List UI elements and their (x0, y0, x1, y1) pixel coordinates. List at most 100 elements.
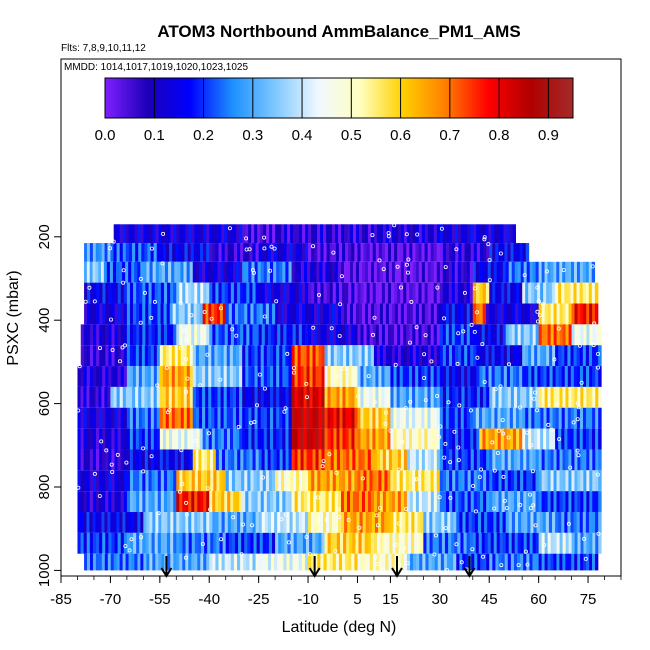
heatmap-cell (347, 512, 351, 533)
heatmap-cell (443, 553, 448, 571)
heatmap-cell (387, 324, 392, 346)
heatmap-cell (179, 282, 183, 304)
heatmap-cell (153, 428, 158, 450)
heatmap-cell (254, 345, 259, 367)
heatmap-cell (102, 449, 106, 471)
heatmap-cell (451, 224, 456, 244)
heatmap-cell (77, 386, 81, 408)
sample-point (407, 340, 412, 345)
heatmap-cell (320, 224, 324, 244)
heatmap-cell (385, 449, 390, 471)
sample-point (388, 428, 393, 433)
heatmap-cell (77, 449, 81, 471)
heatmap-cell (348, 470, 352, 492)
heatmap-cell (285, 491, 289, 513)
heatmap-cell (445, 303, 450, 325)
heatmap-cell (568, 553, 572, 571)
heatmap-cell (445, 282, 450, 304)
heatmap-cell (525, 407, 529, 429)
heatmap-cell (328, 261, 333, 283)
heatmap-cell (439, 366, 444, 387)
heatmap-cell (486, 449, 490, 471)
heatmap-cell (283, 553, 287, 571)
heatmap-cell (589, 449, 593, 471)
heatmap-cell (494, 303, 499, 325)
sample-point (405, 561, 410, 566)
heatmap-cell (184, 303, 189, 325)
heatmap-cell (333, 428, 337, 450)
heatmap-cell (507, 386, 512, 408)
heatmap-cell (537, 345, 541, 367)
heatmap-cell (162, 243, 167, 262)
heatmap-cell (150, 386, 155, 408)
heatmap-cell (405, 366, 410, 387)
heatmap-cell (354, 428, 358, 450)
heatmap-cell (484, 512, 488, 533)
sample-point (498, 251, 503, 256)
heatmap-cell (418, 407, 422, 429)
heatmap-cell (459, 512, 463, 533)
heatmap-cell (573, 512, 578, 533)
heatmap-cell (507, 449, 512, 471)
heatmap-cell (348, 553, 352, 571)
heatmap-cell (520, 386, 524, 408)
heatmap-cell (272, 303, 276, 325)
heatmap-cell (500, 366, 505, 387)
heatmap-cell (412, 303, 417, 325)
heatmap-cell (503, 366, 508, 387)
heatmap-cell (285, 386, 289, 408)
heatmap-cell (491, 407, 495, 429)
heatmap-cell (197, 470, 202, 492)
heatmap-cell (133, 532, 137, 554)
heatmap-cell (586, 407, 590, 429)
heatmap-cell (300, 345, 304, 367)
heatmap-cell (204, 532, 208, 554)
heatmap-cell (343, 303, 348, 325)
heatmap-cell (598, 449, 602, 471)
heatmap-cell (246, 553, 250, 571)
heatmap-cell (355, 224, 360, 244)
heatmap-cell (474, 553, 478, 571)
heatmap-cell (487, 324, 492, 346)
heatmap-cell (102, 428, 106, 450)
heatmap-cell (528, 282, 532, 304)
heatmap-cell (252, 553, 256, 571)
heatmap-cell (142, 491, 146, 513)
heatmap-cell (93, 303, 97, 325)
heatmap-cell (248, 428, 252, 450)
heatmap-cell (473, 470, 478, 492)
heatmap-cell (451, 282, 456, 304)
heatmap-cell (580, 386, 584, 408)
heatmap-cell (477, 553, 481, 571)
heatmap-cell (378, 470, 382, 492)
heatmap-cell (510, 470, 515, 492)
heatmap-cell (492, 491, 496, 513)
heatmap-cell (109, 261, 114, 283)
heatmap-cell (324, 428, 328, 450)
heatmap-cell (472, 261, 477, 283)
heatmap-cell (128, 224, 133, 244)
heatmap-cell (114, 428, 119, 450)
heatmap-cell (473, 366, 477, 387)
heatmap-cell (522, 282, 526, 304)
heatmap-cell (245, 491, 249, 513)
heatmap-cell (495, 470, 499, 492)
heatmap-cell (195, 386, 200, 408)
sample-point (576, 453, 581, 458)
sample-point (77, 364, 82, 369)
heatmap-cell (311, 512, 315, 533)
heatmap-cell (409, 282, 413, 304)
sample-point (456, 445, 461, 450)
heatmap-cell (96, 532, 100, 554)
heatmap-cell (252, 449, 256, 471)
x-tick-label: 15 (382, 591, 399, 608)
heatmap-cell (275, 470, 279, 492)
heatmap-cell (176, 491, 180, 513)
heatmap-cell (308, 243, 312, 262)
heatmap-cell (472, 303, 477, 325)
heatmap-cell (433, 428, 438, 450)
heatmap-cell (349, 224, 354, 244)
heatmap-cell (479, 303, 484, 325)
heatmap-cell (501, 386, 506, 408)
heatmap-cell (586, 303, 590, 325)
